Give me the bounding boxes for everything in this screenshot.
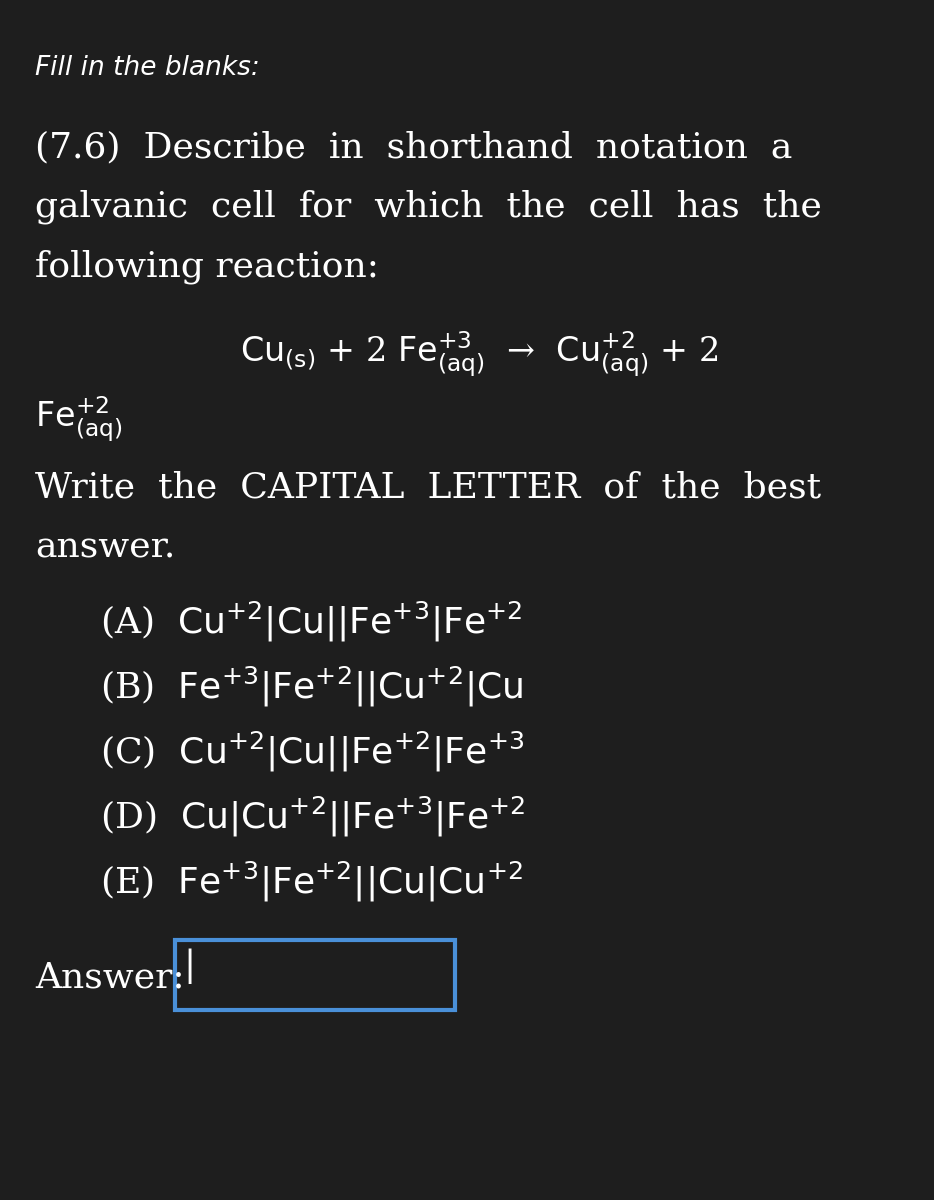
Text: (7.6)  Describe  in  shorthand  notation  a: (7.6) Describe in shorthand notation a: [35, 130, 792, 164]
Text: $\mathrm{Fe^{+2}_{(aq)}}$: $\mathrm{Fe^{+2}_{(aq)}}$: [35, 395, 122, 444]
Text: following reaction:: following reaction:: [35, 250, 379, 284]
Text: answer.: answer.: [35, 530, 176, 564]
Text: $\mathrm{Cu_{(s)}}$ + 2 $\mathrm{Fe^{+3}_{(aq)}}$  →  $\mathrm{Cu^{+2}_{(aq)}}$ : $\mathrm{Cu_{(s)}}$ + 2 $\mathrm{Fe^{+3}…: [240, 330, 718, 379]
Text: Answer:: Answer:: [35, 960, 185, 994]
Bar: [175, 940, 455, 1010]
Text: (B)  $\mathrm{Fe^{+3}|Fe^{+2}||Cu^{+2}|Cu}$: (B) $\mathrm{Fe^{+3}|Fe^{+2}||Cu^{+2}|Cu…: [100, 665, 523, 709]
Text: (A)  $\mathrm{Cu^{+2}|Cu||Fe^{+3}|Fe^{+2}}$: (A) $\mathrm{Cu^{+2}|Cu||Fe^{+3}|Fe^{+2}…: [100, 600, 523, 644]
Text: Write  the  CAPITAL  LETTER  of  the  best: Write the CAPITAL LETTER of the best: [35, 470, 821, 504]
Text: galvanic  cell  for  which  the  cell  has  the: galvanic cell for which the cell has the: [35, 190, 822, 224]
Text: Fill in the blanks:: Fill in the blanks:: [35, 55, 260, 80]
Text: (C)  $\mathrm{Cu^{+2}|Cu||Fe^{+2}|Fe^{+3}}$: (C) $\mathrm{Cu^{+2}|Cu||Fe^{+2}|Fe^{+3}…: [100, 730, 525, 774]
Text: |: |: [183, 948, 195, 984]
Text: (E)  $\mathrm{Fe^{+3}|Fe^{+2}||Cu|Cu^{+2}}$: (E) $\mathrm{Fe^{+3}|Fe^{+2}||Cu|Cu^{+2}…: [100, 860, 523, 905]
Text: (D)  $\mathrm{Cu|Cu^{+2}||Fe^{+3}|Fe^{+2}}$: (D) $\mathrm{Cu|Cu^{+2}||Fe^{+3}|Fe^{+2}…: [100, 794, 526, 839]
